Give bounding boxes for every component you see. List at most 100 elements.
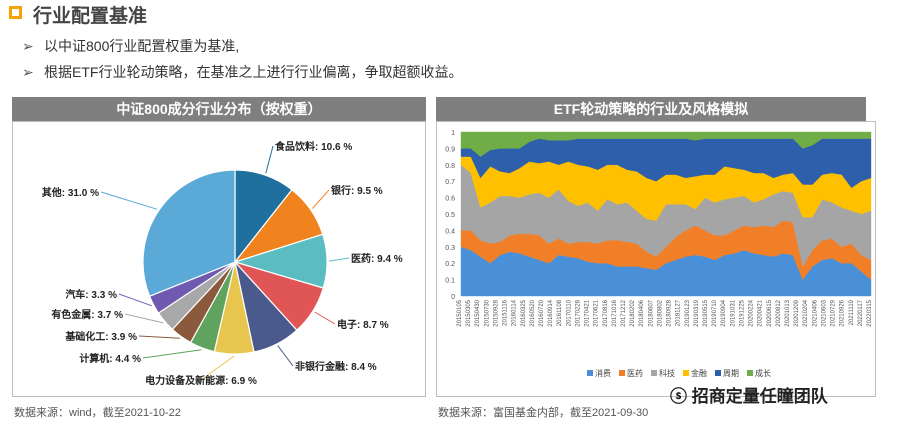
area-series-5 <box>460 131 872 157</box>
pie-leader-line <box>124 313 164 324</box>
legend-label: 科技 <box>659 368 675 378</box>
x-tick-label: 20170228 <box>575 299 581 326</box>
legend-swatch <box>651 370 657 376</box>
x-tick-label: 20160114 <box>512 299 518 326</box>
x-tick-label: 20190319 <box>694 299 700 326</box>
left-source-note: 数据来源：wind，截至2021-10-22 <box>14 407 181 419</box>
x-tick-label: 20210406 <box>812 299 818 326</box>
x-tick-label: 20181127 <box>676 299 682 326</box>
y-tick-label: 0.3 <box>445 245 455 252</box>
x-tick-label: 20180202 <box>630 299 636 326</box>
watermark-text: 招商定量任瞳团队 <box>691 387 828 406</box>
pie-data-label: 计算机: 4.4 % <box>79 352 141 365</box>
x-tick-label: 20160325 <box>521 299 527 326</box>
x-tick-label: 20150928 <box>493 299 499 326</box>
pie-slice <box>142 169 236 297</box>
pie-leader-line <box>265 145 274 174</box>
pie-data-label: 电子: 8.7 % <box>337 318 389 331</box>
pie-leader-line <box>200 355 235 381</box>
pie-data-label: 基础化工: 3.9 % <box>64 330 137 343</box>
y-tick-label: 0.5 <box>445 212 455 219</box>
legend-label: 金融 <box>691 368 707 378</box>
wechat-icon: ⓢ <box>670 387 692 406</box>
pie-data-label: 汽车: 3.3 % <box>65 288 117 301</box>
bullet-text: 根据ETF行业轮动策略，在基准之上进行行业偏离，争取超额收益。 <box>44 64 463 80</box>
bullet-text: 以中证800行业配置权重为基准, <box>44 38 240 54</box>
x-tick-label: 20170421 <box>585 299 591 326</box>
y-tick-label: 0.9 <box>445 146 455 153</box>
x-tick-label: 20161108 <box>557 299 563 326</box>
y-tick-label: 0.7 <box>445 179 455 186</box>
pie-leader-line <box>314 311 336 325</box>
x-tick-label: 20200812 <box>776 299 782 326</box>
x-tick-label: 20171016 <box>612 299 618 326</box>
y-tick-label: 0 <box>451 294 455 301</box>
pie-leader-line <box>311 189 330 209</box>
x-tick-label: 20150730 <box>484 299 490 326</box>
x-tick-label: 20191031 <box>730 299 736 326</box>
pie-data-label: 有色金属: 3.7 % <box>51 308 123 321</box>
right-source-note: 数据来源：富国基金内部，截至2021-09-30 <box>438 407 649 419</box>
x-tick-label: 20210729 <box>831 299 837 326</box>
x-tick-label: 20191225 <box>739 299 745 326</box>
pie-leader-line <box>328 257 350 262</box>
x-tick-label: 20170110 <box>566 299 572 326</box>
legend-label: 成长 <box>755 368 771 378</box>
pie-data-label: 银行: 9.5 % <box>331 184 383 197</box>
pie-data-label: 医药: 9.4 % <box>351 252 403 265</box>
pie-leader-line <box>138 335 180 339</box>
x-tick-label: 20150430 <box>475 299 481 326</box>
left-panel-title: 中证800成分行业分布（按权重） <box>12 97 426 121</box>
legend-label: 医药 <box>627 368 643 378</box>
legend-swatch <box>747 370 753 376</box>
bullet-item: ➢ 以中证800行业配置权重为基准, <box>22 36 239 56</box>
x-tick-label: 20210603 <box>821 299 827 326</box>
right-panel-title: ETF轮动策略的行业及风格模拟 <box>436 97 866 121</box>
x-tick-label: 20150305 <box>466 299 472 326</box>
x-tick-label: 20170621 <box>594 299 600 326</box>
x-tick-label: 20200421 <box>758 299 764 326</box>
page-title: 行业配置基准 <box>33 6 148 27</box>
legend-swatch <box>619 370 625 376</box>
pie-data-label: 电力设备及新能源: 6.9 % <box>145 374 257 387</box>
bullet-item: ➢ 根据ETF行业轮动策略，在基准之上进行行业偏离，争取超额收益。 <box>22 62 462 82</box>
x-tick-label: 20210204 <box>803 299 809 326</box>
pie-data-label: 其他: 31.0 % <box>42 186 99 199</box>
x-tick-label: 20190904 <box>721 299 727 326</box>
watermark: ⓢ 招商定量任瞳团队 <box>670 382 828 407</box>
legend-swatch <box>683 370 689 376</box>
x-tick-label: 20220315 <box>867 299 873 326</box>
pie-chart-panel: 食品饮料: 10.6 % 银行: 9.5 % 医药: 9.4 % 电子: 8.7 % 非… <box>12 121 426 397</box>
x-tick-label: 20160914 <box>548 299 554 326</box>
x-tick-label: 20211119 <box>849 299 855 325</box>
pie-chart: 食品饮料: 10.6 % 银行: 9.5 % 医药: 9.4 % 电子: 8.7 % 非… <box>42 140 403 387</box>
y-tick-label: 1 <box>451 130 455 137</box>
x-tick-label: 20201209 <box>794 299 800 326</box>
x-tick-label: 20180607 <box>648 299 654 326</box>
x-tick-label: 20160520 <box>530 299 536 326</box>
legend-swatch <box>715 370 721 376</box>
title-square-icon <box>9 6 22 19</box>
x-tick-label: 20160720 <box>539 299 545 326</box>
pie-data-label: 非银行金融: 8.4 % <box>295 360 377 373</box>
legend-label: 周期 <box>723 369 739 378</box>
legend-label: 消费 <box>595 368 611 378</box>
x-tick-label: 20220117 <box>858 299 864 326</box>
x-tick-label: 20201013 <box>785 299 791 326</box>
x-tick-label: 20210926 <box>840 299 846 326</box>
y-tick-label: 0.2 <box>445 261 455 268</box>
x-tick-label: 20180928 <box>667 299 673 326</box>
x-tick-label: 20180406 <box>639 299 645 326</box>
legend-swatch <box>587 370 593 376</box>
pie-data-label: 食品饮料: 10.6 % <box>274 140 352 153</box>
x-tick-label: 20190515 <box>703 299 709 326</box>
x-tick-label: 20151116 <box>503 299 509 325</box>
arrow-bullet-icon: ➢ <box>22 64 34 80</box>
pie-leader-line <box>100 191 158 210</box>
area-chart-panel: 0 0.1 0.2 0.3 0.4 0.5 0.6 0.7 0.8 0.9 1 20150105 201… <box>436 121 876 397</box>
x-tick-label: 20200615 <box>767 299 773 326</box>
y-tick-label: 0.1 <box>445 278 455 285</box>
y-tick-label: 0.8 <box>445 163 455 170</box>
y-tick-label: 0.4 <box>445 228 455 235</box>
